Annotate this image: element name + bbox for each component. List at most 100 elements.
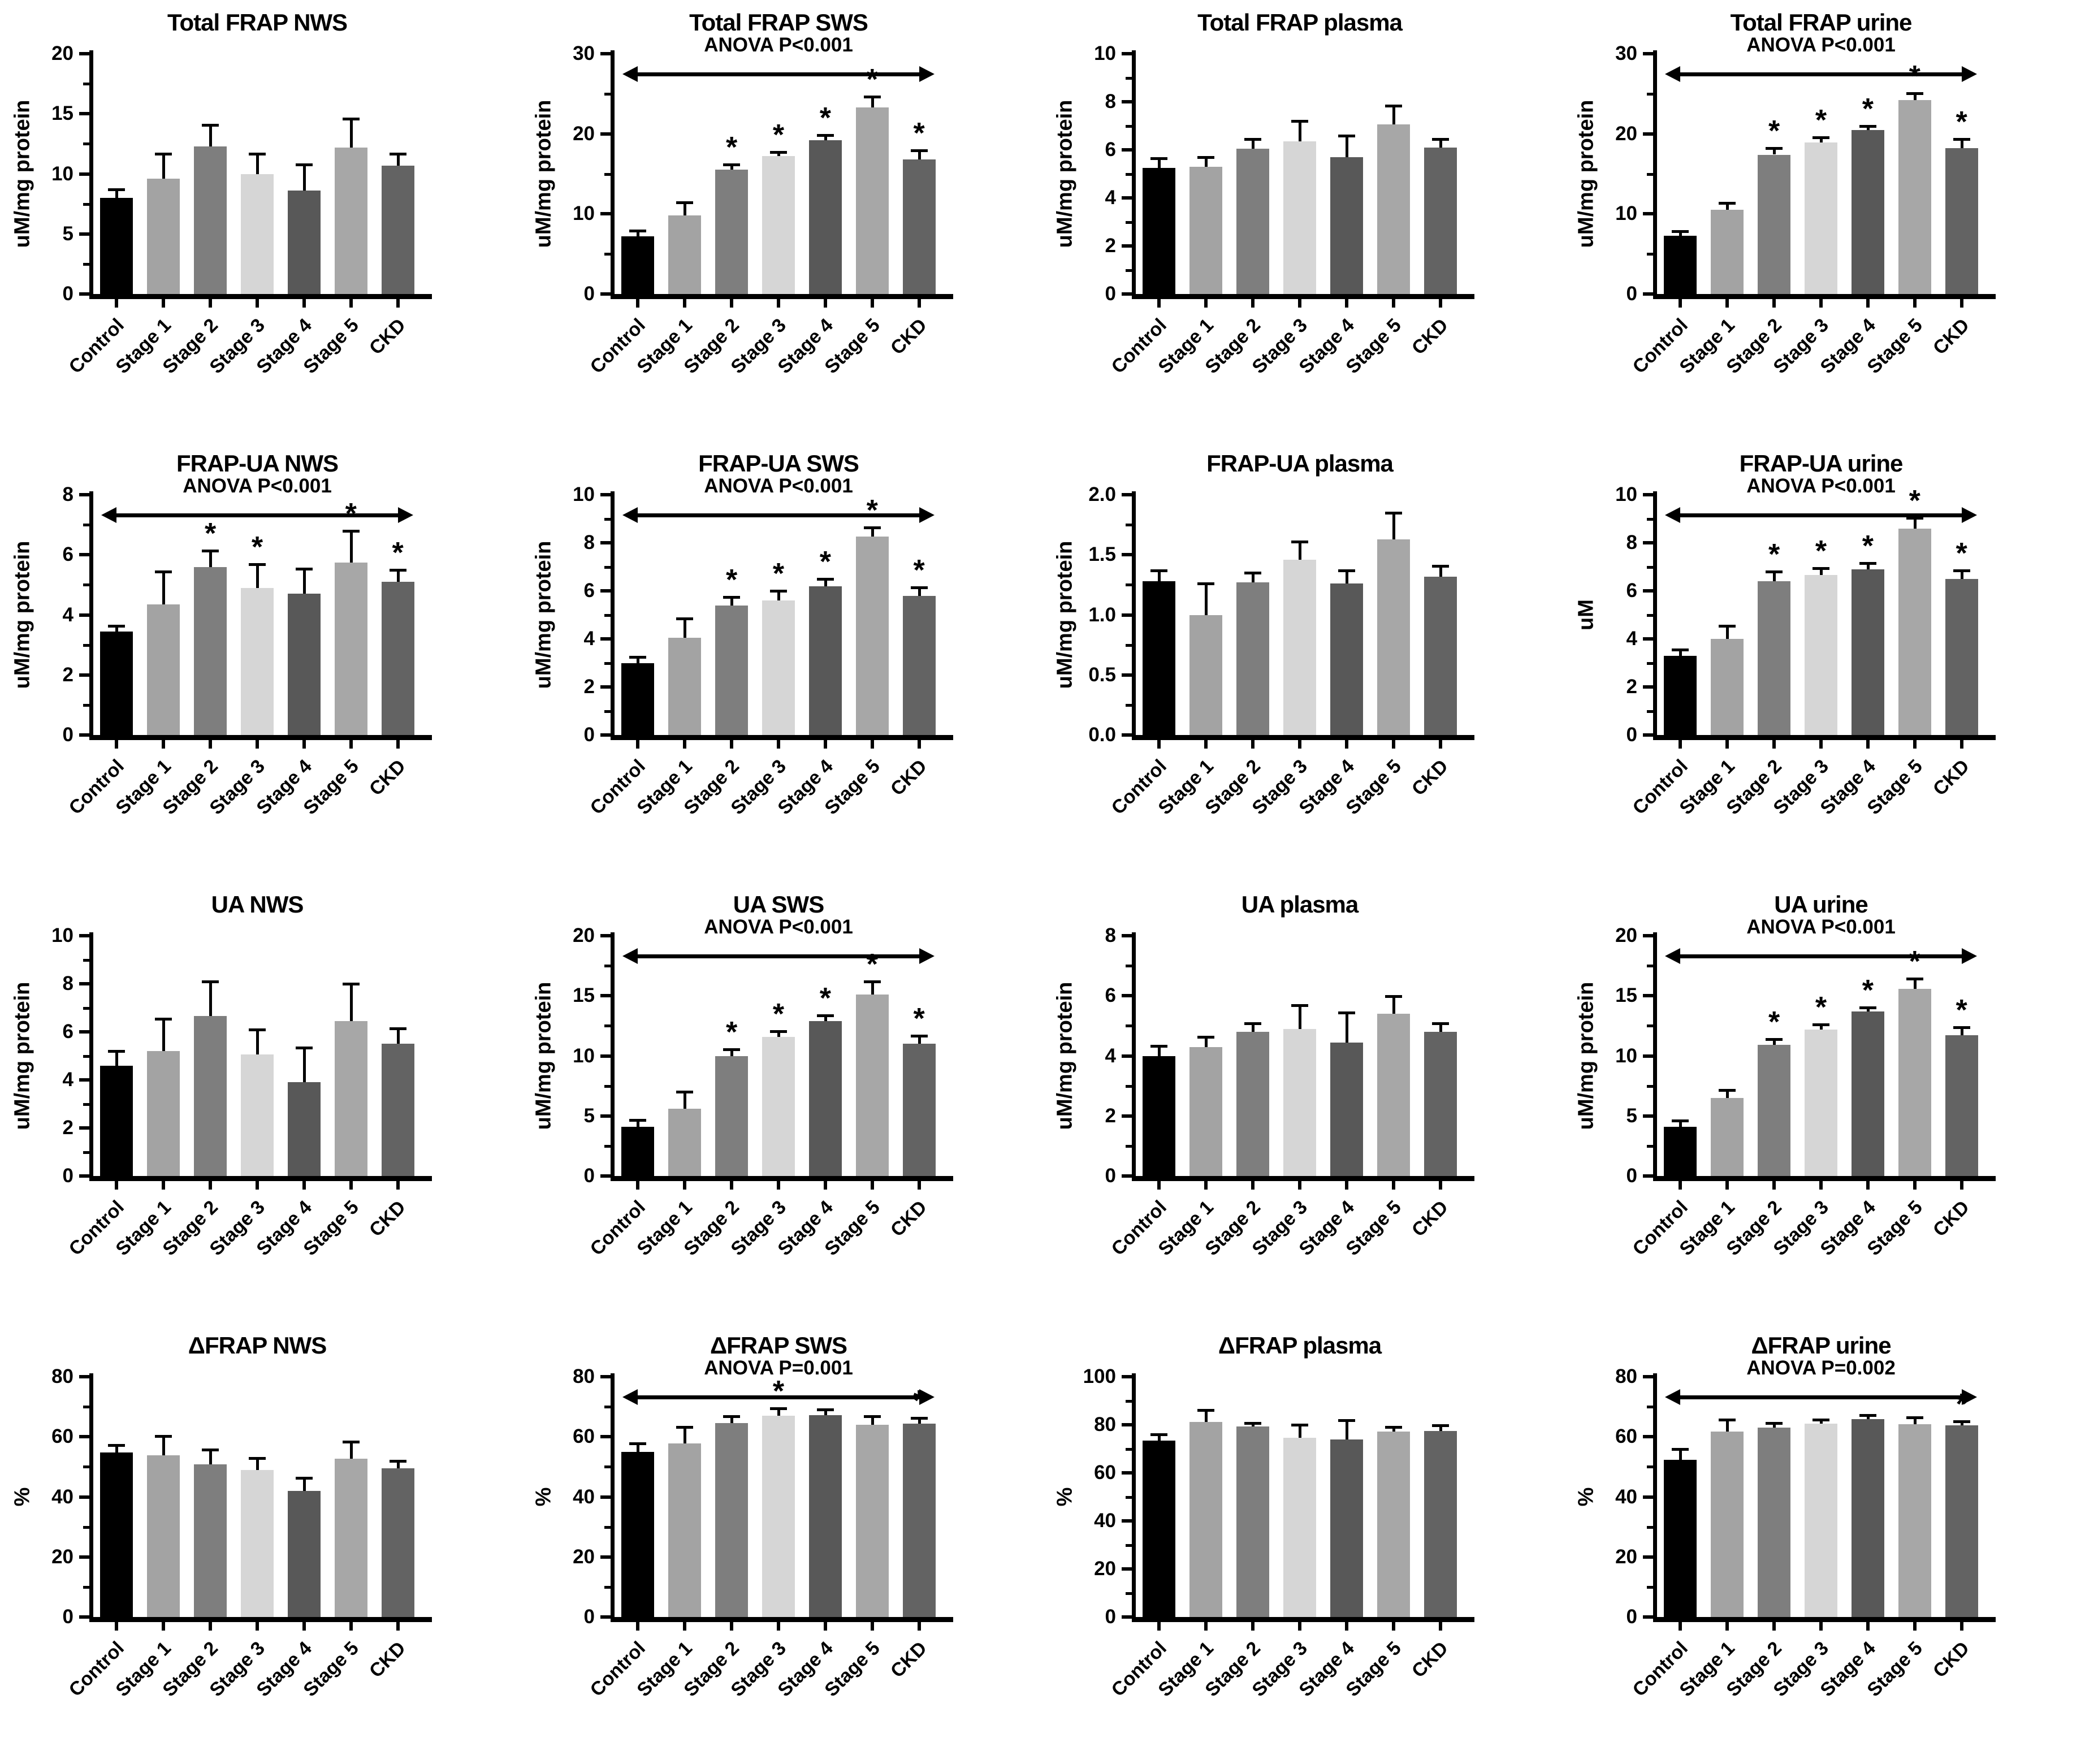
bar-stage-3 (241, 587, 274, 735)
x-tick (209, 740, 213, 749)
y-tick (1643, 52, 1653, 55)
y-tick-label: 0 (62, 724, 73, 746)
y-tick (79, 1030, 89, 1034)
x-tick (1157, 1181, 1161, 1190)
error-bar-cap (1150, 569, 1168, 572)
bar-stage-5 (334, 147, 367, 294)
x-tick (777, 1181, 780, 1190)
bar-stage-4 (808, 140, 842, 294)
error-bar-stem (1820, 1026, 1823, 1030)
x-tick (1204, 740, 1208, 749)
bar-ckd (902, 1424, 936, 1617)
x-tick (1959, 740, 1963, 749)
error-bar-stem (1392, 514, 1395, 539)
bar-stage-3 (1805, 1029, 1837, 1176)
bar-ckd (1424, 147, 1457, 294)
y-tick-label: 0 (62, 1606, 73, 1628)
x-axis (1653, 735, 1996, 740)
x-tick (349, 1181, 353, 1190)
x-axis (1653, 1176, 1996, 1181)
anova-arrowhead-left (1665, 1389, 1680, 1405)
x-tick (1679, 1622, 1682, 1631)
x-tick (349, 1622, 353, 1631)
x-tick (870, 1622, 874, 1631)
y-tick (1643, 733, 1653, 737)
y-tick (1643, 493, 1653, 496)
y-axis (89, 50, 93, 294)
y-tick-label: 60 (51, 1425, 73, 1448)
error-bar-stem (209, 1451, 213, 1465)
x-tick (683, 1181, 687, 1190)
y-minor-tick (604, 565, 611, 569)
error-bar-stem (1866, 564, 1870, 569)
error-bar-cap (1859, 1414, 1876, 1417)
error-bar-stem (1205, 1037, 1208, 1047)
error-bar-stem (1960, 1028, 1963, 1036)
significance-asterisk: * (1815, 104, 1827, 137)
bar-stage-1 (1189, 1047, 1223, 1176)
x-tick (683, 1622, 687, 1631)
error-bar-stem (918, 151, 921, 159)
x-tick (1157, 1622, 1161, 1631)
y-tick-label: 0 (583, 724, 595, 746)
y-minor-tick (83, 1585, 89, 1589)
error-bar-cap (910, 586, 928, 589)
error-bar-stem (824, 580, 827, 586)
anova-arrowhead-left (622, 507, 638, 523)
error-bar-stem (256, 1459, 259, 1470)
error-bar-stem (684, 1428, 687, 1443)
x-axis (89, 1617, 432, 1622)
error-bar-stem (396, 1029, 400, 1044)
y-axis (1132, 932, 1136, 1176)
y-tick-label: 8 (1626, 531, 1637, 554)
error-bar-stem (637, 1121, 640, 1127)
significance-asterisk: * (1862, 530, 1874, 563)
y-tick (1122, 100, 1132, 103)
x-axis (1132, 294, 1474, 299)
x-tick (1157, 299, 1161, 308)
y-minor-tick (1126, 1024, 1132, 1028)
error-bar-stem (1252, 574, 1255, 583)
error-bar-cap (1385, 512, 1402, 514)
bar-stage-4 (287, 594, 321, 735)
anova-arrowhead-right (919, 66, 935, 82)
error-bar-stem (1299, 122, 1301, 142)
y-tick-label: 10 (1615, 202, 1637, 225)
y-axis (611, 50, 615, 294)
error-bar-stem (918, 1036, 921, 1044)
y-tick (600, 1495, 611, 1499)
y-axis-label: % (1053, 1487, 1077, 1507)
y-minor-tick (1126, 1447, 1132, 1451)
bar-ckd (1424, 576, 1457, 735)
x-tick (1251, 1622, 1255, 1631)
y-tick-label: 15 (51, 102, 73, 125)
significance-asterisk: * (392, 537, 404, 570)
anova-arrowhead-right (1962, 66, 1977, 82)
y-tick (1643, 541, 1653, 544)
error-bar-cap (295, 567, 313, 570)
error-bar-cap (1953, 1026, 1970, 1029)
y-tick (600, 212, 611, 216)
anova-arrowhead-left (1665, 948, 1680, 964)
y-tick (79, 172, 89, 176)
error-bar-stem (1866, 1416, 1870, 1420)
y-tick-label: 20 (1615, 122, 1637, 145)
error-bar-cap (1431, 564, 1449, 568)
y-tick-label: 0 (1626, 1606, 1637, 1628)
anova-arrowhead-right (919, 1389, 935, 1405)
bar-stage-2 (194, 1016, 227, 1176)
x-tick (823, 1181, 827, 1190)
error-bar-cap (202, 980, 219, 983)
y-tick (600, 934, 611, 937)
y-minor-tick (604, 710, 611, 713)
y-minor-tick (1647, 710, 1653, 713)
y-tick-label: 8 (62, 483, 73, 505)
bar-stage-1 (1189, 615, 1223, 735)
error-bar-stem (162, 1019, 166, 1051)
y-tick (79, 673, 89, 677)
y-tick-label: 6 (583, 580, 595, 602)
error-bar-stem (1679, 1450, 1682, 1460)
error-bar-cap (1338, 1419, 1355, 1422)
error-bar-stem (1252, 140, 1255, 149)
bar-stage-4 (287, 1082, 321, 1176)
